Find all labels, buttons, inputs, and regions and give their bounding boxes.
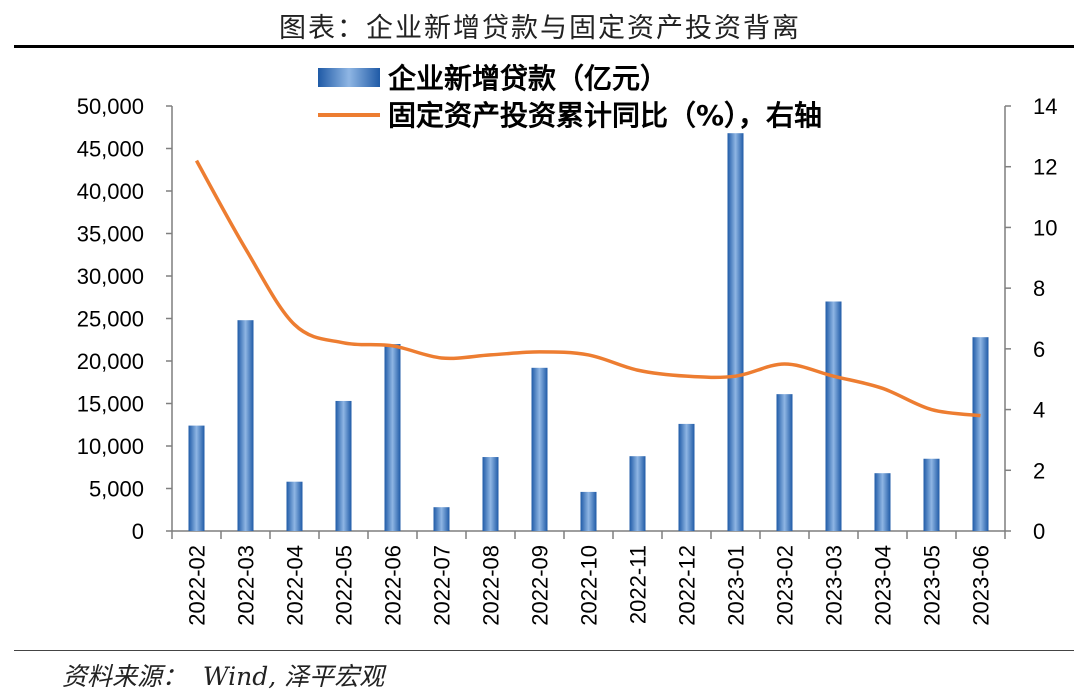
bar-series — [188, 133, 989, 531]
left-tick-label: 25,000 — [77, 307, 144, 332]
bar — [727, 133, 744, 531]
x-tick-label: 2022-10 — [577, 545, 602, 626]
chart-title: 图表：企业新增贷款与固定资产投资背离 — [279, 13, 801, 44]
line-series — [194, 159, 981, 418]
left-tick-label: 20,000 — [77, 349, 144, 374]
chart-axes: 0 5,000 10,000 15,000 20,000 25,000 30,000 35,0… — [77, 94, 1058, 626]
left-tick-label: 0 — [132, 519, 144, 544]
bar — [433, 507, 450, 531]
bar — [580, 491, 597, 531]
left-tick-label: 5,000 — [89, 477, 144, 502]
x-tick-label: 2023-05 — [920, 545, 945, 626]
right-tick-label: 8 — [1033, 276, 1045, 301]
right-tick-label: 0 — [1033, 519, 1045, 544]
bar — [776, 394, 793, 531]
right-tick-label: 12 — [1033, 155, 1057, 180]
left-tick-label: 45,000 — [77, 137, 144, 162]
bar — [286, 481, 303, 531]
legend-bar-swatch — [318, 68, 380, 87]
legend-line-label: 固定资产投资累计同比（%），右轴 — [388, 99, 822, 132]
bar — [531, 367, 548, 531]
bar — [874, 473, 891, 531]
bar — [825, 301, 842, 531]
x-tick-label: 2023-03 — [822, 545, 847, 626]
chart-plot: 0 5,000 10,000 15,000 20,000 25,000 30,000 35,0… — [77, 62, 1058, 626]
x-tick-label: 2022-09 — [528, 545, 553, 626]
legend: 企业新增贷款（亿元） 固定资产投资累计同比（%），右轴 — [318, 62, 822, 132]
left-tick-label: 15,000 — [77, 392, 144, 417]
left-tick-label: 50,000 — [77, 94, 144, 119]
left-tick-label: 35,000 — [77, 222, 144, 247]
bar — [237, 320, 254, 531]
x-tick-label: 2022-12 — [675, 545, 700, 626]
x-tick-label: 2022-03 — [234, 545, 259, 626]
x-tick-label: 2022-06 — [381, 545, 406, 626]
source-note: 资料来源： Wind, 泽平宏观 — [62, 662, 385, 691]
x-tick-label: 2023-06 — [969, 545, 994, 626]
x-tick-label: 2022-11 — [626, 545, 651, 624]
bar — [188, 425, 205, 531]
left-tick-label: 30,000 — [77, 264, 144, 289]
bar — [629, 456, 646, 531]
bar — [678, 423, 695, 531]
x-tick-label: 2022-02 — [185, 545, 210, 626]
legend-bar-label: 企业新增贷款（亿元） — [388, 62, 668, 95]
line-series-path — [194, 159, 981, 418]
x-tick-label: 2023-01 — [724, 545, 749, 626]
title-rule — [14, 45, 1074, 48]
right-tick-label: 2 — [1033, 458, 1045, 483]
x-tick-label: 2022-08 — [479, 545, 504, 626]
x-tick-label: 2023-02 — [773, 545, 798, 626]
left-tick-label: 40,000 — [77, 179, 144, 204]
right-tick-label: 4 — [1033, 398, 1045, 423]
right-tick-label: 6 — [1033, 337, 1045, 362]
x-tick-label: 2022-07 — [430, 545, 455, 626]
bar — [923, 458, 940, 531]
bar — [972, 337, 989, 531]
left-tick-label: 10,000 — [77, 434, 144, 459]
right-tick-label: 10 — [1033, 215, 1057, 240]
footer-rule — [14, 650, 1074, 651]
x-tick-label: 2022-05 — [332, 545, 357, 626]
x-tick-label: 2022-04 — [283, 545, 308, 626]
bar — [384, 344, 401, 531]
bar — [482, 457, 499, 531]
bar — [335, 400, 352, 531]
right-tick-label: 14 — [1033, 94, 1057, 119]
x-tick-label: 2023-04 — [871, 545, 896, 626]
